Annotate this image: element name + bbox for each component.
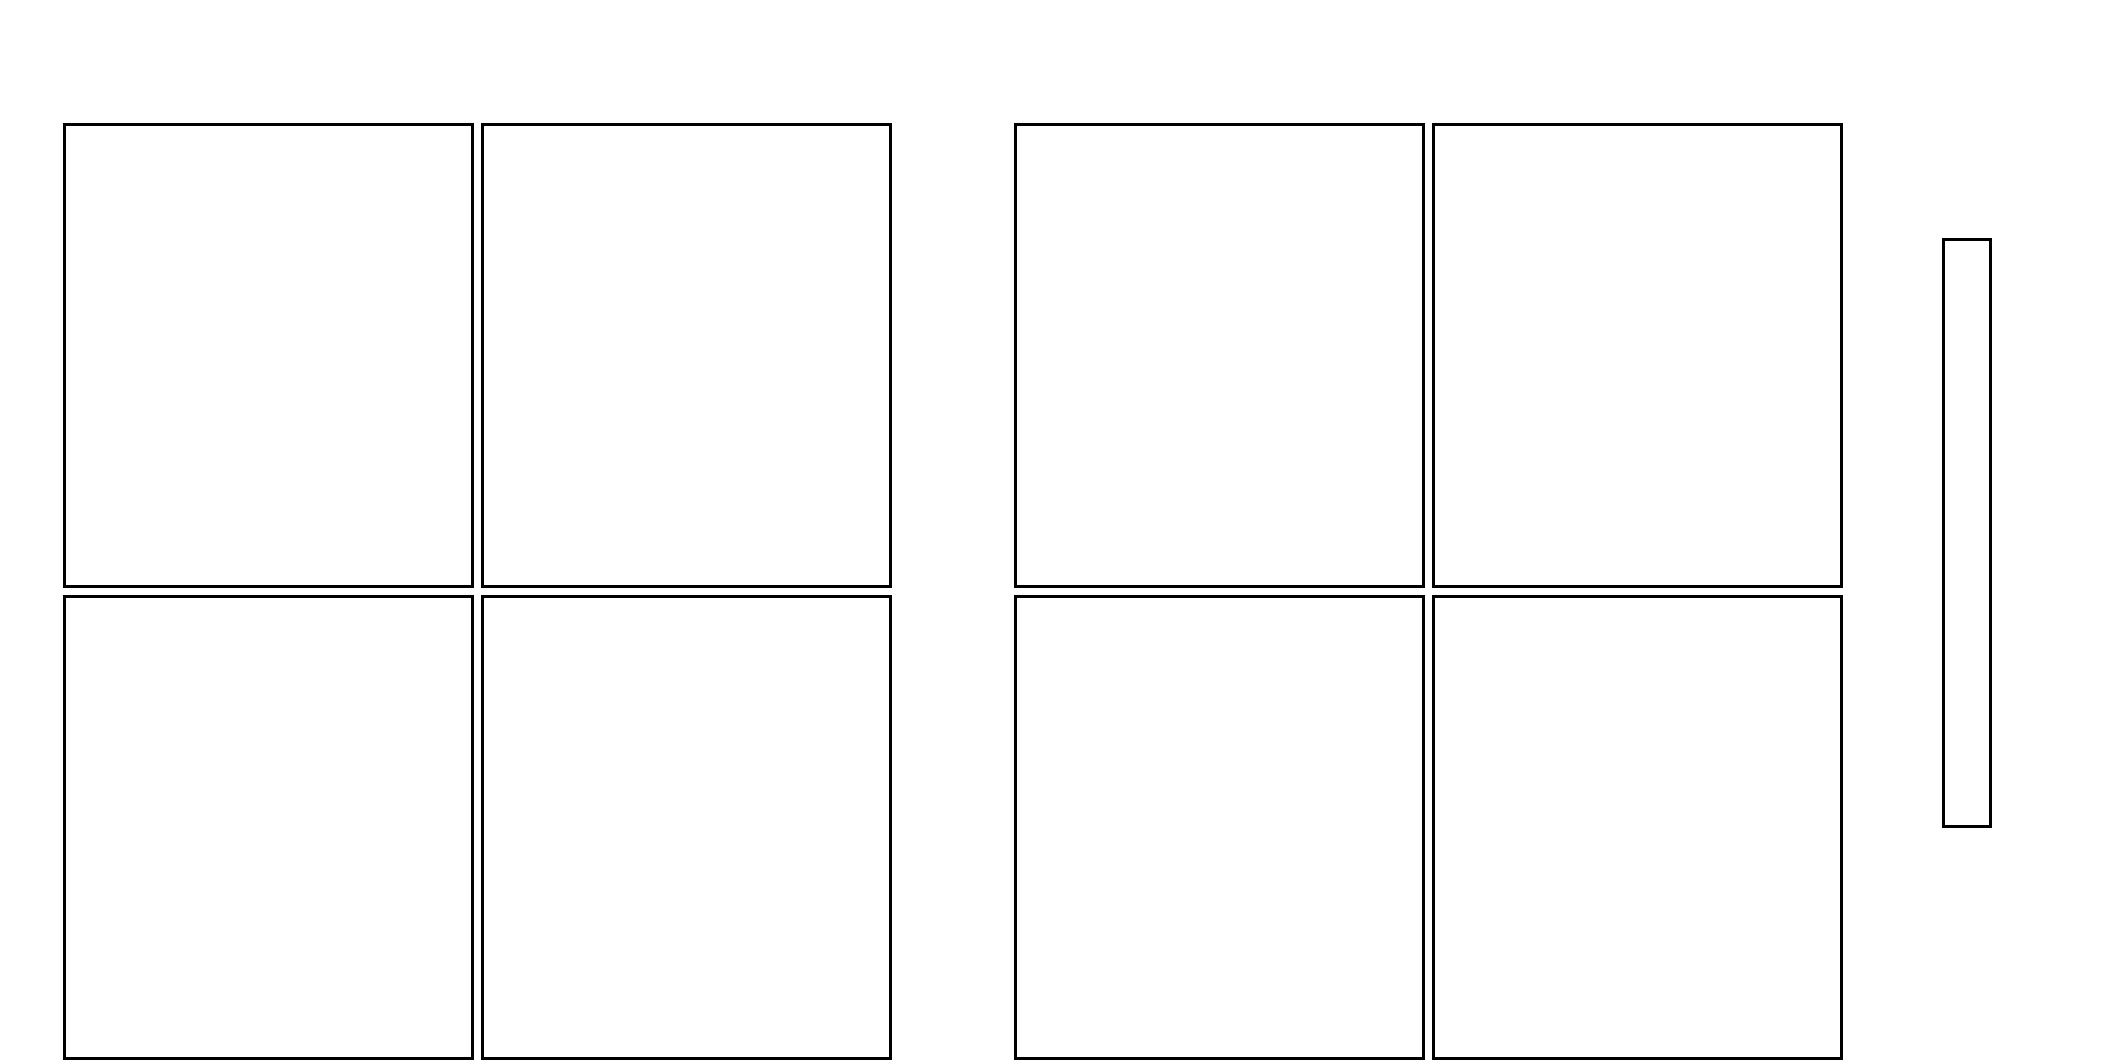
map-panel-e (1014, 123, 1425, 588)
colorbar-tick-40 (2004, 0, 2128, 40)
group-title-left (63, 2, 892, 50)
row-label-precipitation-left (6, 123, 58, 588)
group-title-right (1014, 2, 1843, 50)
map-panel-a (63, 123, 474, 588)
column-subtitle-summer-left (63, 60, 474, 104)
row-label-temperature-left (6, 595, 58, 1060)
column-subtitle-winter-right (1432, 60, 1843, 104)
map-panel-g (1014, 595, 1425, 1060)
column-subtitle-summer-right (1014, 60, 1425, 104)
colorbar-gradient (1942, 238, 1992, 828)
colorbar-title (1858, 238, 1930, 824)
map-panel-h (1432, 595, 1843, 1060)
map-panel-c (63, 595, 474, 1060)
map-panel-f (1432, 123, 1843, 588)
column-subtitle-winter-left (481, 60, 892, 104)
map-panel-d (481, 595, 892, 1060)
row-label-temperature-right (957, 595, 1009, 1060)
map-panel-b (481, 123, 892, 588)
row-label-precipitation-right (957, 123, 1009, 588)
